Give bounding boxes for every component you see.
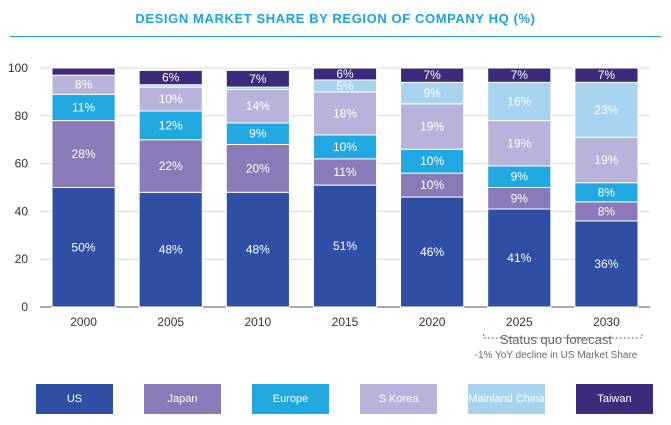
bar-segment: [574, 81, 639, 138]
data-label: 8%: [598, 204, 616, 218]
x-tick-label: 2005: [157, 315, 184, 329]
bar-segment: [225, 143, 290, 193]
data-label: 8%: [75, 78, 93, 92]
bar-segment: [312, 67, 378, 81]
data-label: 36%: [594, 257, 618, 271]
legend-item: Europe: [252, 384, 329, 414]
bar-segment: [138, 110, 203, 141]
forecast-bracket: [483, 334, 643, 339]
bar-segment: [225, 69, 290, 88]
data-label: 9%: [423, 86, 441, 100]
x-tick-label: 2030: [593, 315, 620, 329]
stacked-bar-chart: 0 20 40 60 80 100 50% 28% 11% 8% 2000 48% 22% 12% 10% 6…: [8, 61, 650, 339]
data-label: 14%: [246, 99, 270, 113]
data-label: 10%: [420, 154, 444, 168]
bar-segment: [51, 120, 116, 188]
data-label: 7%: [511, 68, 529, 82]
bar-segment: [225, 191, 290, 308]
x-tick-label: 2000: [70, 315, 97, 329]
data-label: 28%: [72, 147, 96, 161]
bar-segment: [225, 89, 290, 124]
y-tick-label: 80: [15, 109, 29, 123]
data-label: 10%: [159, 92, 183, 106]
data-label: 9%: [511, 191, 529, 205]
bar-segment: [574, 220, 639, 308]
data-label: 18%: [333, 106, 357, 120]
data-label: 11%: [333, 165, 356, 179]
data-label: 20%: [246, 161, 270, 175]
data-label: 16%: [507, 94, 531, 108]
bar-segment: [51, 67, 116, 76]
data-label: 48%: [159, 243, 183, 257]
y-tick-label: 0: [21, 300, 28, 314]
data-label: 9%: [511, 170, 529, 184]
bar-segment: [487, 81, 552, 122]
data-label: 10%: [333, 140, 357, 154]
y-tick-label: 100: [8, 61, 28, 75]
data-label: 8%: [598, 185, 616, 199]
bar-segment: [138, 69, 203, 86]
bar-segment: [400, 196, 465, 308]
bar-segment: [574, 67, 639, 83]
data-label: 7%: [598, 68, 616, 82]
data-label: 7%: [423, 68, 441, 82]
data-label: 23%: [594, 103, 618, 117]
y-tick-label: 40: [15, 204, 29, 218]
bar-segment: [312, 91, 378, 136]
bar-segment: [138, 139, 203, 193]
bar-segment: [487, 208, 552, 308]
bar-segment: [51, 187, 116, 308]
y-tick-label: 20: [15, 252, 29, 266]
bar-segment: [400, 103, 465, 150]
y-tick-label: 60: [15, 157, 29, 171]
data-label: 9%: [249, 127, 267, 141]
legend-item: Taiwan: [576, 384, 653, 414]
data-label: 19%: [507, 136, 531, 150]
data-label: 51%: [333, 239, 357, 253]
data-label: 19%: [420, 120, 444, 134]
data-label: 5%: [336, 79, 354, 93]
data-label: 19%: [594, 153, 618, 167]
legend-item: Japan: [144, 384, 221, 414]
data-label: 12%: [159, 118, 183, 132]
x-tick-label: 2025: [506, 315, 533, 329]
bar-segment: [487, 120, 552, 167]
legend-item: S Korea: [360, 384, 437, 414]
chart-title: DESIGN MARKET SHARE BY REGION OF COMPANY…: [135, 10, 536, 26]
x-tick-label: 2015: [332, 315, 359, 329]
data-label: 50%: [72, 240, 96, 254]
data-label: 46%: [420, 245, 444, 259]
data-label: 41%: [507, 251, 531, 265]
legend-item: US: [36, 384, 113, 414]
data-label: 48%: [246, 243, 270, 257]
bar-segment: [400, 67, 465, 83]
x-tick-label: 2020: [419, 315, 446, 329]
data-label: 6%: [336, 67, 354, 81]
data-label: 7%: [249, 72, 267, 86]
data-label: 22%: [159, 159, 183, 173]
forecast-label: Status quo forecast: [499, 332, 612, 347]
title-rule: [10, 36, 661, 37]
bar-segment: [487, 67, 552, 83]
data-label: 11%: [72, 100, 95, 114]
data-label: 6%: [162, 71, 180, 85]
forecast-note: -1% YoY decline in US Market Share: [474, 350, 638, 361]
data-label: 10%: [420, 178, 444, 192]
legend-item: Mainland China: [468, 384, 545, 414]
x-tick-label: 2010: [245, 315, 272, 329]
